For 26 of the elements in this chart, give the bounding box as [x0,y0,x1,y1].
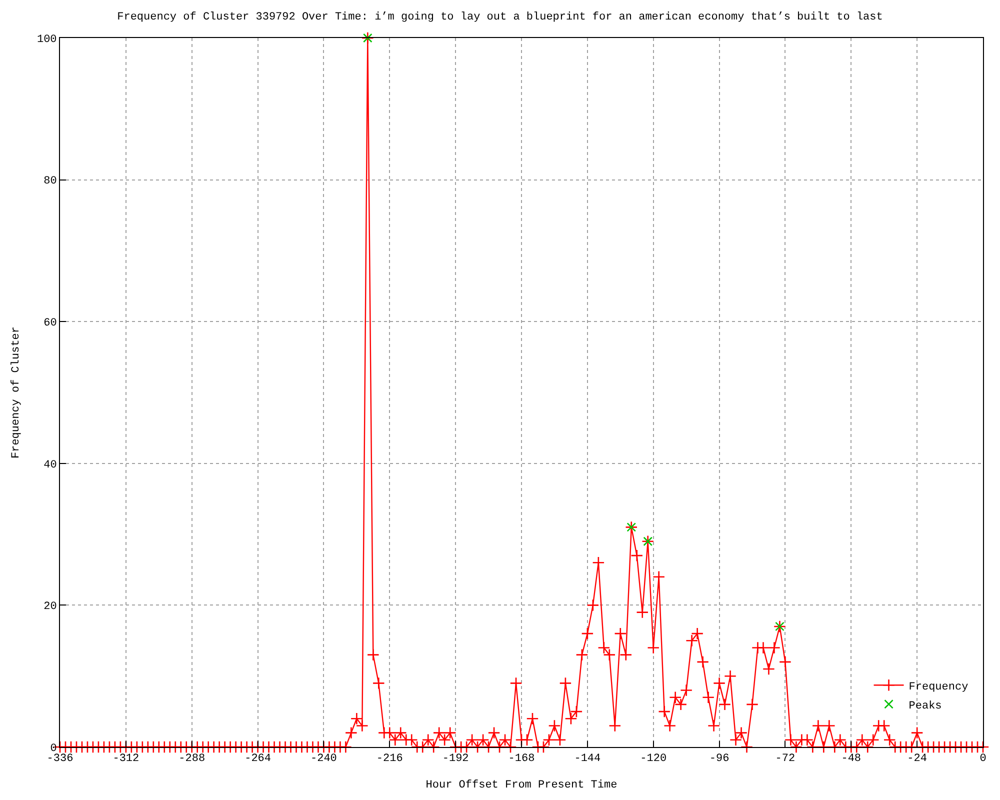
y-tick-label: 20 [44,601,57,614]
x-tick-label: -240 [310,753,337,766]
x-tick-label: -216 [376,753,403,766]
x-axis-title: Hour Offset From Present Time [426,779,618,792]
y-tick-label: 100 [36,34,57,46]
x-tick-label: -288 [178,753,206,766]
legend-label: Peaks [908,700,942,712]
x-tick-label: -48 [841,753,862,766]
y-tick-label: 0 [50,742,57,755]
x-tick-label: -192 [442,753,469,766]
x-tick-label: -96 [709,753,730,766]
y-tick-label: 40 [44,459,57,472]
y-tick-label: 60 [44,317,57,330]
x-tick-label: -144 [574,753,602,766]
y-axis-title: Frequency of Cluster [10,326,23,459]
x-tick-label: -120 [640,753,667,766]
x-tick-label: -24 [907,753,928,766]
x-tick-label: -168 [508,753,535,766]
y-tick-label: 80 [44,176,57,188]
x-tick-label: 0 [980,753,986,766]
x-tick-label: -312 [112,753,140,766]
chart-title: Frequency of Cluster 339792 Over Time: i’m going to lay out a blueprint for an american economy that’s built to last [117,12,883,24]
legend-label: Frequency [908,681,969,694]
x-tick-label: -72 [775,753,796,766]
x-tick-label: -264 [244,753,272,766]
x-tick-label: -336 [46,753,74,766]
